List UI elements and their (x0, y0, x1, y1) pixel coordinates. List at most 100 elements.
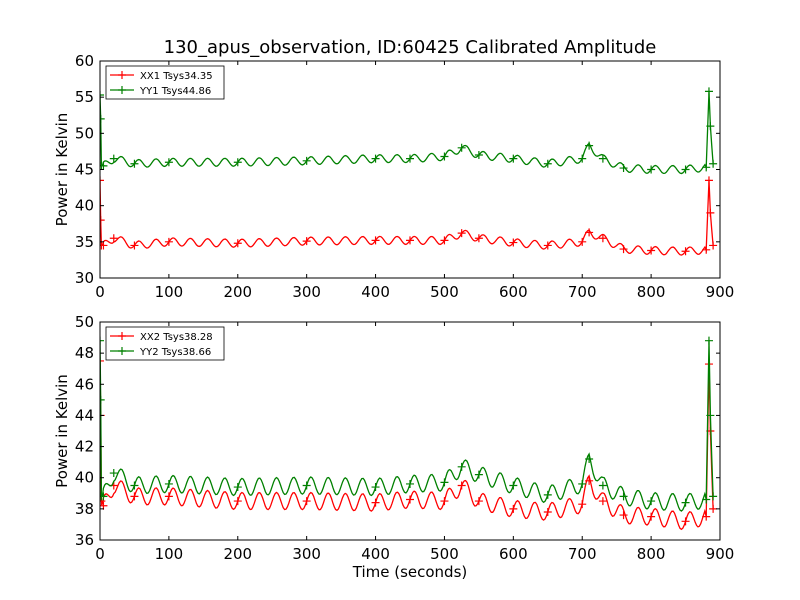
x-tick-label: 100 (155, 545, 184, 563)
data-point (578, 237, 587, 246)
data-point (619, 245, 628, 254)
data-point (474, 497, 483, 506)
y-tick-label: 36 (75, 531, 94, 549)
data-point (702, 163, 711, 172)
data-point (130, 492, 139, 501)
x-tick-label: 0 (95, 283, 105, 301)
data-point (681, 498, 690, 507)
series-2-2 (100, 336, 718, 512)
data-point (406, 479, 414, 488)
data-point (585, 141, 594, 150)
data-point (709, 504, 718, 513)
subplot-1: 0 100 200 300 400 500 600 700 800 900 30 35 40 45 50 55… (53, 52, 734, 301)
data-point (100, 336, 104, 345)
data-point (706, 208, 715, 217)
data-point (509, 504, 518, 513)
data-point (578, 500, 587, 509)
series-1-1 (100, 176, 718, 256)
data-point (578, 154, 587, 163)
data-point (619, 492, 628, 501)
data-point (302, 156, 311, 165)
data-point (598, 497, 607, 506)
y-tick-label: 44 (75, 406, 94, 424)
x-tick-label: 300 (292, 545, 321, 563)
data-point (702, 245, 711, 254)
x-tick-label: 700 (568, 545, 597, 563)
data-point (100, 161, 108, 170)
data-point (233, 497, 242, 506)
data-point (233, 239, 242, 248)
x-tick-label: 100 (155, 283, 184, 301)
y-tick-label: 30 (75, 269, 94, 287)
x-tick-label: 900 (706, 545, 735, 563)
data-point (681, 247, 690, 256)
data-point (457, 229, 466, 238)
data-point (457, 462, 466, 471)
x-tick-label: 900 (706, 283, 735, 301)
legend-marker (118, 71, 126, 79)
data-point (474, 151, 483, 160)
y-tick-label: 40 (75, 197, 94, 215)
data-point (100, 395, 105, 404)
data-point (681, 165, 690, 174)
data-point (706, 122, 715, 131)
data-point (100, 241, 108, 250)
data-point (164, 479, 173, 488)
x-tick-label: 600 (499, 545, 528, 563)
data-point (578, 479, 587, 488)
data-point (100, 114, 105, 123)
data-point (704, 87, 713, 96)
y-axis-label: Power in Kelvin (53, 113, 71, 227)
data-point (598, 154, 607, 163)
data-point (509, 238, 518, 247)
data-point (647, 246, 656, 255)
data-point (440, 236, 449, 245)
y-tick-label: 48 (75, 344, 94, 362)
data-point (709, 159, 718, 168)
x-tick-label: 500 (430, 545, 459, 563)
data-point (371, 498, 380, 507)
data-point (543, 159, 552, 168)
plot-frame (99, 321, 721, 541)
data-point (702, 512, 711, 521)
data-point (406, 154, 414, 163)
data-point (619, 511, 628, 520)
data-point (164, 492, 173, 501)
data-point (585, 455, 594, 464)
legend-entry: YY1 Tsys44.86 (139, 86, 211, 97)
data-point (440, 478, 449, 487)
subplot-2: 0 100 200 300 400 500 600 700 800 900 36 38 40 42 44 46… (53, 313, 734, 581)
data-point (406, 236, 414, 245)
data-point (302, 481, 311, 490)
subplots: 0 100 200 300 400 500 600 700 800 900303540455055… (53, 52, 734, 581)
data-point (681, 517, 690, 526)
data-point (709, 241, 718, 250)
data-point (164, 158, 173, 167)
data-point (647, 512, 656, 521)
x-tick-label: 200 (223, 283, 252, 301)
y-tick-label: 38 (75, 500, 94, 518)
data-point (130, 481, 139, 490)
data-point (100, 216, 105, 225)
data-point (704, 336, 713, 345)
x-tick-label: 500 (430, 283, 459, 301)
x-tick-label: 400 (361, 283, 390, 301)
data-point (233, 158, 242, 167)
data-point (100, 356, 104, 365)
chart-title: 130_apus_observation, ID:60425 Calibrate… (164, 37, 657, 58)
y-tick-label: 42 (75, 438, 94, 456)
data-point (371, 483, 380, 492)
y-tick-label: 40 (75, 469, 94, 487)
legend: XX2 Tsys38.28 YY2 Tsys38.66 (105, 326, 225, 361)
data-point (543, 490, 552, 499)
data-point (509, 154, 518, 163)
data-point (109, 154, 118, 163)
data-point (233, 483, 242, 492)
data-point (371, 236, 380, 245)
data-point (598, 481, 607, 490)
data-point (130, 159, 139, 168)
data-point (440, 497, 449, 506)
legend-marker (118, 86, 126, 94)
x-tick-label: 600 (499, 283, 528, 301)
series-line (100, 360, 714, 531)
